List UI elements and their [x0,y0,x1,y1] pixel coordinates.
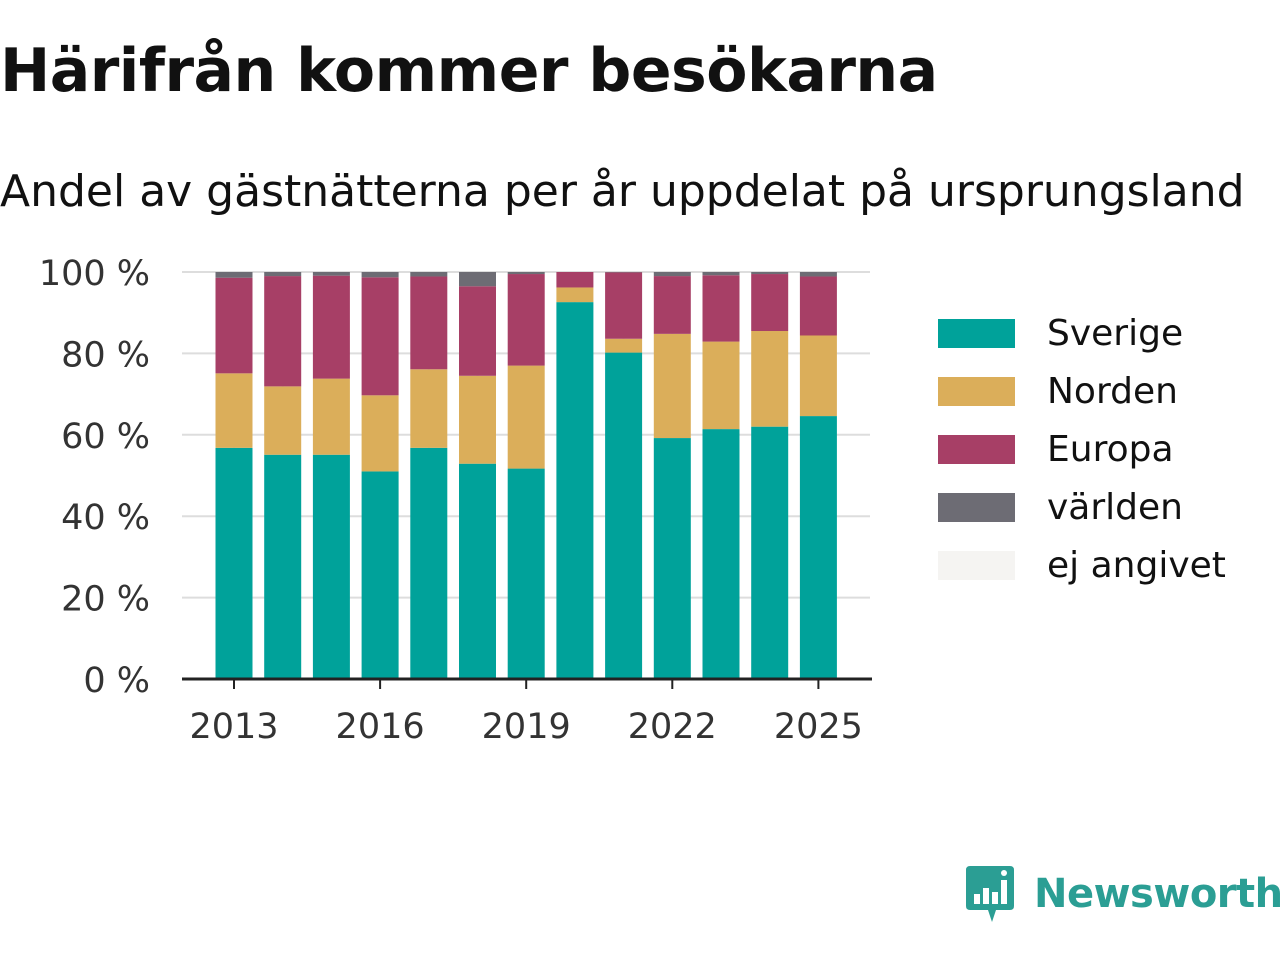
bar-segment [459,463,496,679]
legend-item: Norden [938,362,1226,420]
legend-swatch [938,318,1015,348]
bar-segment [215,447,253,679]
bar-segment [653,272,691,277]
bar-segment [312,454,350,679]
bar-segment [264,386,302,455]
bar-segment [799,335,837,417]
bar-segment [459,286,496,376]
bar-segment [507,274,545,366]
bar-segment [507,272,545,275]
bar-segment [556,287,594,303]
bar-segment [653,438,691,679]
bar-segment [653,276,691,334]
stacked-bar-chart: 0 % 20 % 40 % 60 % 80 % 100 % 2013 2016 2019 2022… [39,254,872,747]
bar-segment [799,276,837,336]
y-tick-label: 100 % [39,254,150,294]
bar-segment [702,341,740,430]
bar-segment [459,375,496,464]
bar-segment [507,365,545,469]
bar-segment [312,275,350,379]
y-tick-label: 80 % [61,335,150,375]
bar-segment [507,468,545,679]
bar-segment [751,331,789,427]
bar-segment [799,272,837,277]
bar-segment [215,373,253,448]
legend-item: Sverige [938,304,1226,362]
bar-segment [556,302,594,679]
x-tick-label: 2022 [628,707,717,747]
newsworthy-logo-icon [966,866,1014,922]
bar-segment [459,272,496,287]
y-tick-label: 40 % [61,498,150,538]
bar-segment [361,272,399,278]
chart-legend: Sverige Norden Europa världen ej angivet [938,304,1226,594]
bar-segment [556,272,594,288]
chart-title: Härifrån kommer besökarna [0,36,938,106]
bar-segment [653,333,691,439]
bar-segment [410,369,448,448]
bar-segment [264,454,302,679]
legend-swatch [938,550,1015,580]
brand-logo: Newsworthy [964,864,1280,924]
legend-swatch [938,492,1015,522]
bar-segment [264,276,302,387]
legend-label: Europa [1047,428,1174,470]
bar-segment [751,426,789,679]
legend-label: ej angivet [1047,544,1226,586]
legend-label: Norden [1047,370,1178,412]
legend-label: Sverige [1047,312,1184,354]
bar-segment [410,447,448,679]
bar-segment [751,272,789,275]
x-tick-label: 2016 [336,707,425,747]
bar-segment [799,416,837,679]
bar-segment [361,471,399,679]
legend-swatch [938,434,1015,464]
legend-item: världen [938,478,1226,536]
legend-label: världen [1047,486,1183,528]
bar-segment [215,272,253,278]
bar-segment [702,272,740,276]
y-tick-label: 60 % [61,417,150,457]
chart-subtitle: Andel av gästnätterna per år uppdelat på… [0,166,1245,217]
bar-segment [410,276,448,370]
bar-segment [215,277,253,374]
bar-segment [410,272,448,277]
bar-segment [605,272,643,339]
bar-segment [264,272,302,277]
bar-segment [312,272,350,276]
bar-segment [312,378,350,455]
x-tick-label: 2013 [189,707,278,747]
bar-segment [605,352,643,679]
y-tick-label: 20 % [61,580,150,620]
y-tick-label: 0 % [83,661,150,701]
legend-swatch [938,376,1015,406]
bar-segment [702,429,740,679]
brand-name: Newsworthy [1034,871,1280,917]
bar-segment [361,395,399,472]
legend-item: Europa [938,420,1226,478]
bar-segment [605,338,643,353]
legend-item: ej angivet [938,536,1226,594]
bar-segment [751,274,789,332]
x-tick-label: 2025 [774,707,863,747]
x-tick-label: 2019 [482,707,571,747]
bar-segment [702,275,740,342]
bar-segment [361,277,399,396]
